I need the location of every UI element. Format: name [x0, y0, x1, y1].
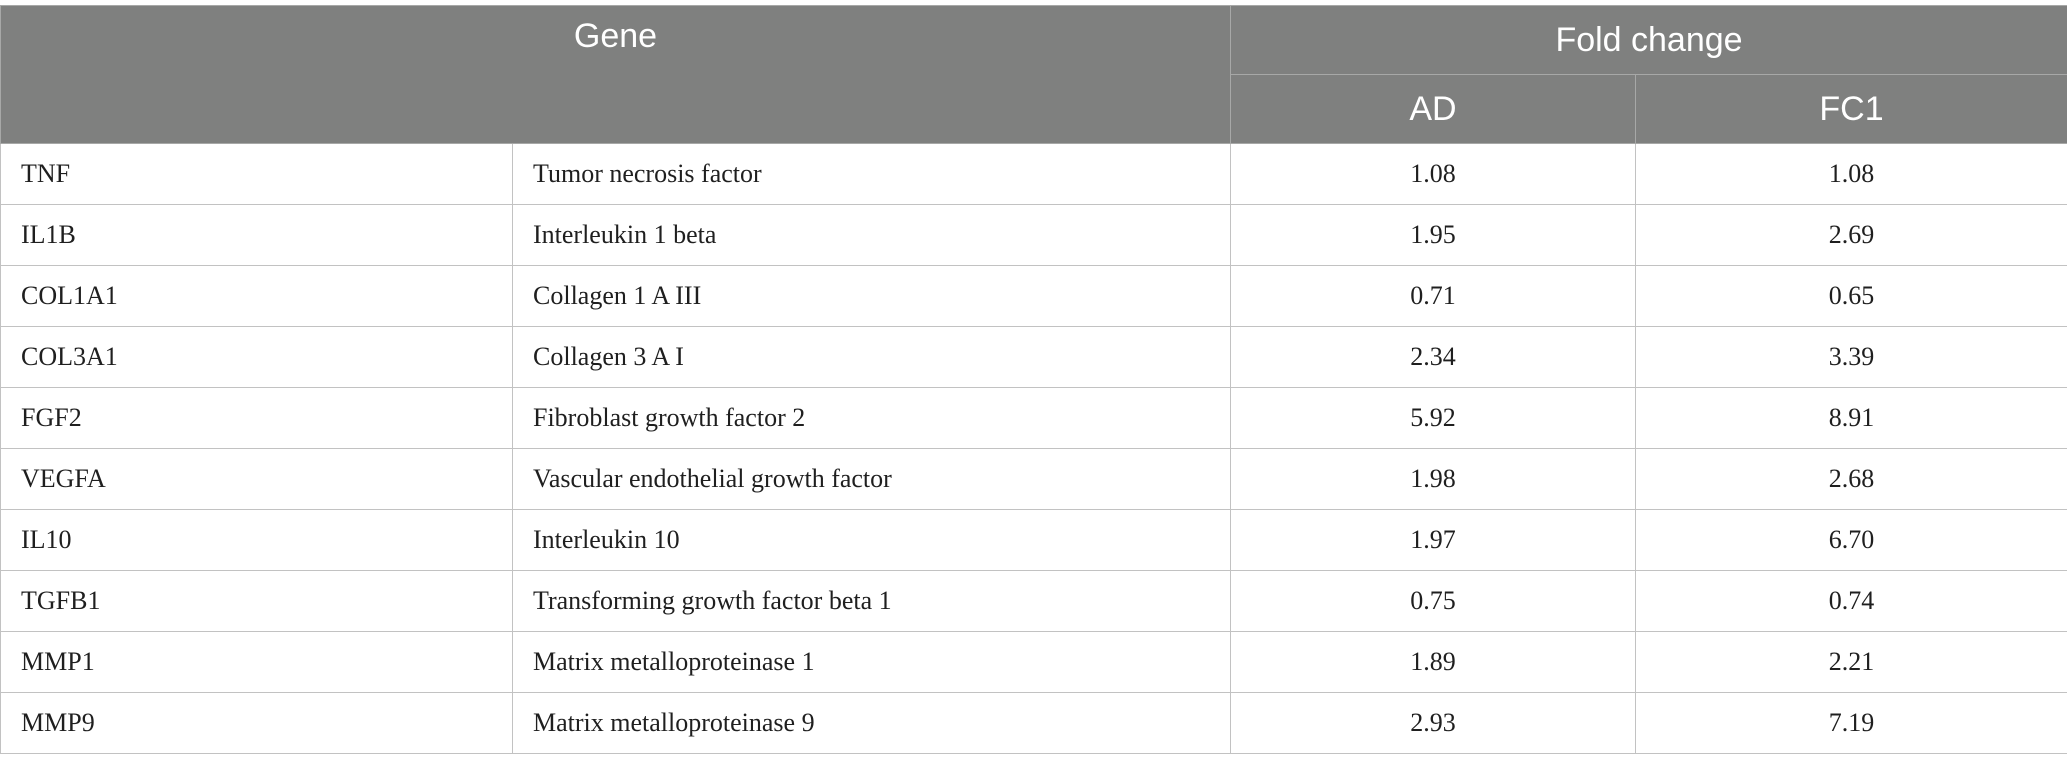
fold-change-ad: 1.98	[1230, 448, 1636, 510]
fold-change-fc1: 0.74	[1634, 570, 2067, 632]
fold-change-ad: 1.08	[1230, 143, 1636, 205]
gene-symbol: IL10	[0, 509, 513, 571]
fold-change-ad: 2.93	[1230, 692, 1636, 754]
header-row-top: Gene Fold change	[0, 5, 2067, 144]
fold-change-ad: 1.95	[1230, 204, 1636, 266]
header-ad: AD	[1230, 74, 1636, 144]
gene-name: Interleukin 10	[512, 509, 1231, 571]
gene-name: Transforming growth factor beta 1	[512, 570, 1231, 632]
table-row: FGF2 Fibroblast growth factor 2 5.92 8.9…	[0, 387, 2067, 449]
table-body: TNF Tumor necrosis factor 1.08 1.08 IL1B…	[0, 143, 2067, 754]
gene-name: Collagen 1 A III	[512, 265, 1231, 327]
gene-name: Fibroblast growth factor 2	[512, 387, 1231, 449]
fold-change-ad: 0.71	[1230, 265, 1636, 327]
gene-symbol: COL3A1	[0, 326, 513, 388]
header-fold-change: Fold change	[1229, 5, 2067, 75]
table-row: TGFB1 Transforming growth factor beta 1 …	[0, 570, 2067, 632]
fold-change-ad: 2.34	[1230, 326, 1636, 388]
table-row: VEGFA Vascular endothelial growth factor…	[0, 448, 2067, 510]
fold-change-fc1: 0.65	[1634, 265, 2067, 327]
table-row: MMP1 Matrix metalloproteinase 1 1.89 2.2…	[0, 631, 2067, 693]
table-row: MMP9 Matrix metalloproteinase 9 2.93 7.1…	[0, 692, 2067, 754]
fold-change-fc1: 2.68	[1634, 448, 2067, 510]
header-gene: Gene	[0, 5, 1231, 144]
fold-change-fc1: 6.70	[1634, 509, 2067, 571]
gene-name: Tumor necrosis factor	[512, 143, 1231, 205]
gene-name: Matrix metalloproteinase 9	[512, 692, 1231, 754]
fold-change-fc1: 7.19	[1634, 692, 2067, 754]
gene-name: Interleukin 1 beta	[512, 204, 1231, 266]
fold-change-ad: 0.75	[1230, 570, 1636, 632]
fold-change-fc1: 2.69	[1634, 204, 2067, 266]
gene-symbol: IL1B	[0, 204, 513, 266]
table-row: TNF Tumor necrosis factor 1.08 1.08	[0, 143, 2067, 205]
fold-change-fc1: 3.39	[1634, 326, 2067, 388]
gene-symbol: MMP1	[0, 631, 513, 693]
header-row-sub: AD FC1	[1, 74, 2067, 144]
gene-name: Vascular endothelial growth factor	[512, 448, 1231, 510]
gene-symbol: MMP9	[0, 692, 513, 754]
gene-symbol: TGFB1	[0, 570, 513, 632]
fold-change-ad: 5.92	[1230, 387, 1636, 449]
table-header: Gene Fold change AD FC1	[0, 5, 2067, 144]
gene-name: Matrix metalloproteinase 1	[512, 631, 1231, 693]
gene-symbol: FGF2	[0, 387, 513, 449]
header-fc1: FC1	[1634, 74, 2067, 144]
gene-symbol: TNF	[0, 143, 513, 205]
fold-change-fc1: 2.21	[1634, 631, 2067, 693]
fold-change-ad: 1.97	[1230, 509, 1636, 571]
gene-fold-change-table: Gene Fold change AD FC1 TNF Tumor necros…	[0, 5, 2067, 754]
table-row: IL1B Interleukin 1 beta 1.95 2.69	[0, 204, 2067, 266]
fold-change-fc1: 8.91	[1634, 387, 2067, 449]
table-row: COL3A1 Collagen 3 A I 2.34 3.39	[0, 326, 2067, 388]
fold-change-fc1: 1.08	[1634, 143, 2067, 205]
gene-symbol: COL1A1	[0, 265, 513, 327]
table-row: COL1A1 Collagen 1 A III 0.71 0.65	[0, 265, 2067, 327]
gene-name: Collagen 3 A I	[512, 326, 1231, 388]
table-row: IL10 Interleukin 10 1.97 6.70	[0, 509, 2067, 571]
gene-symbol: VEGFA	[0, 448, 513, 510]
fold-change-ad: 1.89	[1230, 631, 1636, 693]
